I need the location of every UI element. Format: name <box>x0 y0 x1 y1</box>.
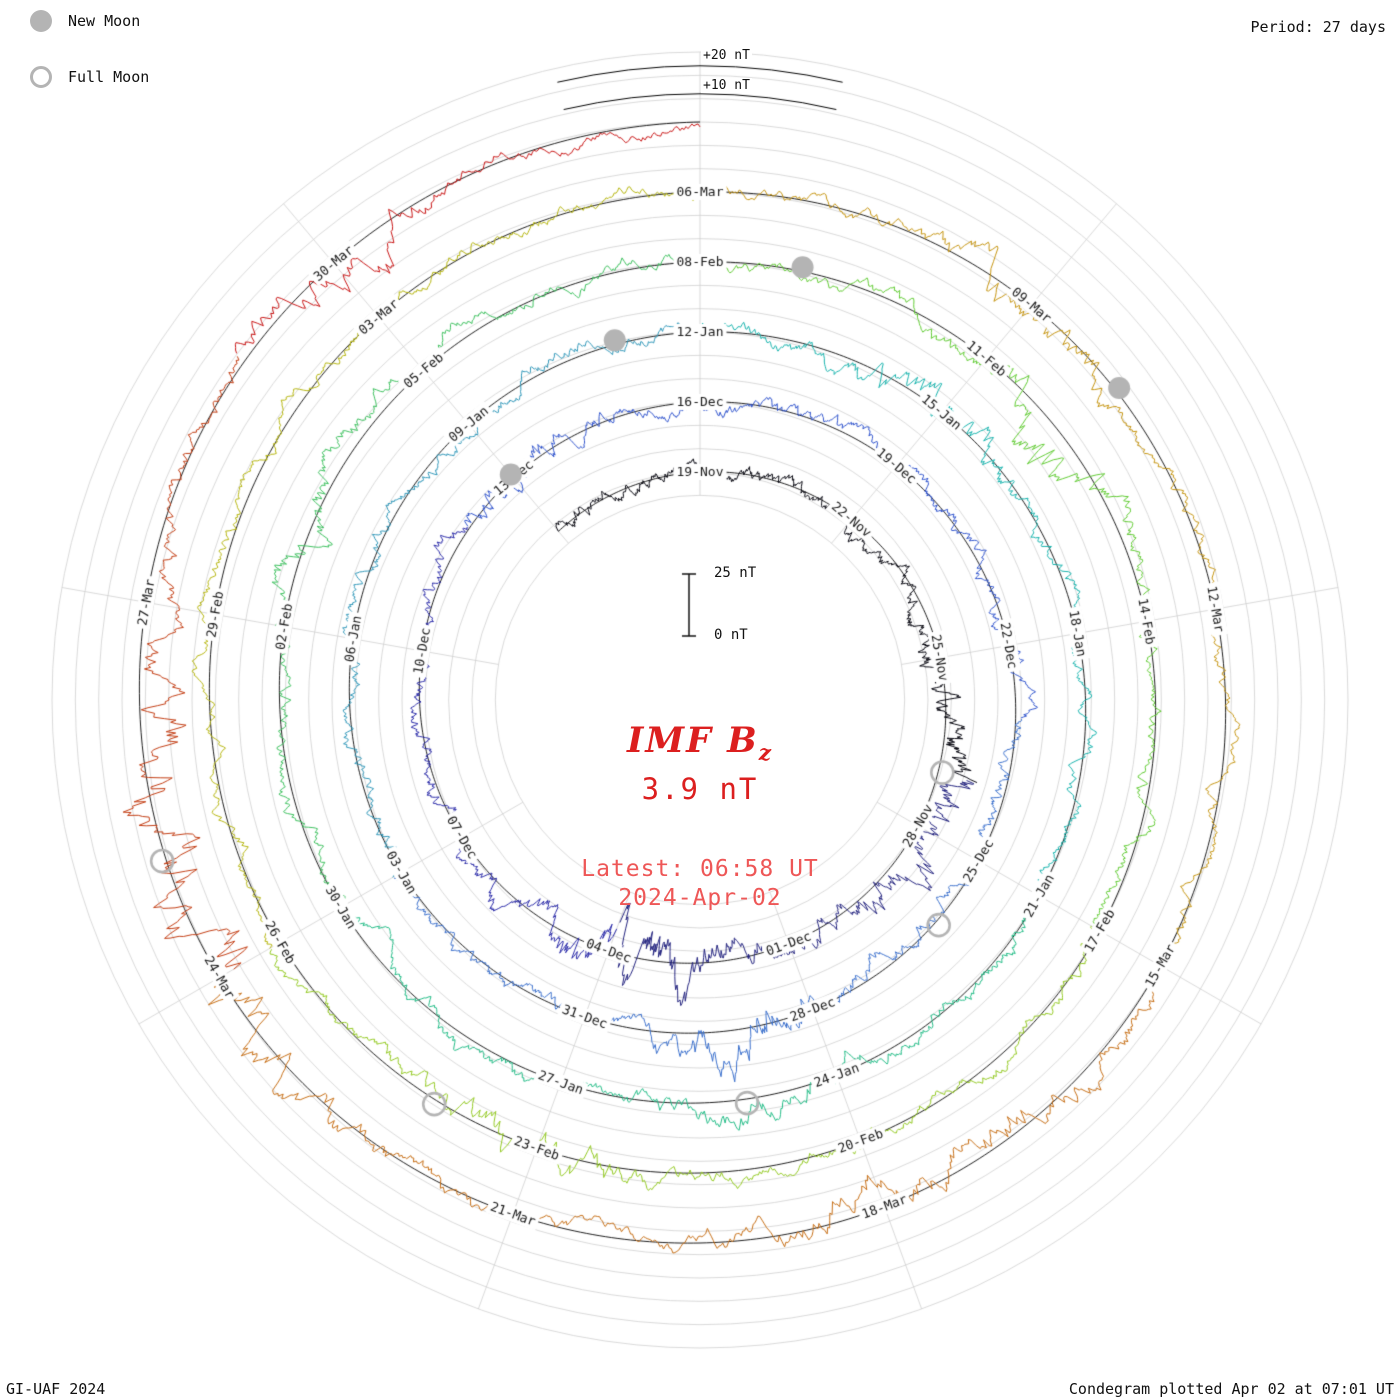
latest-time: Latest: 06:58 UT <box>581 856 819 882</box>
scalebar-bottom-label: 0 nT <box>714 627 748 643</box>
chart-title-subscript: z <box>758 741 774 766</box>
period-label: Period: 27 days <box>1250 18 1386 36</box>
credit-label: GI-UAF 2024 <box>6 1380 106 1398</box>
legend-full-moon: Full Moon <box>30 66 149 88</box>
legend-new-moon-label: New Moon <box>68 12 141 30</box>
scale-plus20-label: +20 nT <box>701 48 752 63</box>
chart-title-text: IMF B <box>626 720 759 761</box>
scalebar-top-label: 25 nT <box>714 565 757 581</box>
plotted-label: Condegram plotted Apr 02 at 07:01 UT <box>1068 1380 1394 1398</box>
legend-full-moon-label: Full Moon <box>68 68 150 86</box>
chart-title: IMF Bz <box>0 720 1400 766</box>
current-value: 3.9 nT <box>641 772 759 806</box>
scale-plus10-label: +10 nT <box>701 78 752 93</box>
latest-date: 2024-Apr-02 <box>618 885 782 911</box>
full-moon-icon <box>30 66 52 88</box>
legend-new-moon: New Moon <box>30 10 140 32</box>
new-moon-icon <box>30 10 52 32</box>
